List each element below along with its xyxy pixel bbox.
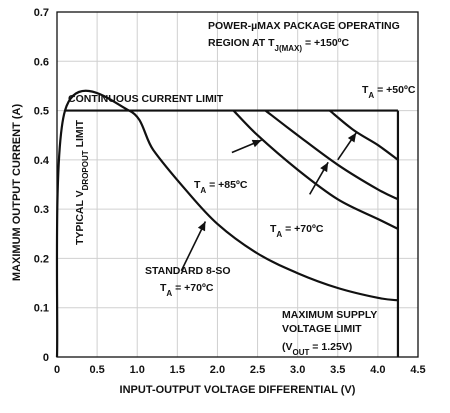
- arrow-head: [251, 139, 262, 148]
- x-tick-label: 2.5: [250, 364, 265, 376]
- annotation-sup3: (VOUT = 1.25V): [282, 341, 352, 357]
- y-axis-label: MAXIMUM OUTPUT CURRENT (A): [11, 104, 23, 282]
- annotation-ta70: TA = +70ºC: [270, 223, 324, 239]
- x-tick-label: 2.0: [210, 364, 225, 376]
- y-tick-label: 0.1: [34, 303, 49, 315]
- x-tick-label: 4.0: [370, 364, 385, 376]
- annotation-pkg1: POWER-µMAX PACKAGE OPERATING: [208, 20, 400, 32]
- x-axis-label: INPUT-OUTPUT VOLTAGE DIFFERENTIAL (V): [120, 384, 356, 396]
- series-line: [232, 109, 399, 230]
- y-tick-label: 0.2: [34, 253, 49, 265]
- series-line: [329, 109, 399, 161]
- plot-frame: [56, 11, 419, 358]
- x-tick-label: 1.0: [130, 364, 145, 376]
- annotation-arrows: [180, 132, 357, 272]
- arrow-head: [347, 132, 357, 143]
- annotation-pkg2: REGION AT TJ(MAX) = +150ºC: [208, 37, 350, 53]
- y-tick-label: 0.3: [34, 204, 49, 216]
- x-tick-label: 4.5: [410, 364, 425, 376]
- annotation-sup2: VOLTAGE LIMIT: [282, 323, 362, 335]
- x-tick-label: 0: [54, 364, 60, 376]
- y-tick-label: 0.4: [34, 155, 50, 167]
- x-tick-label: 3.0: [290, 364, 305, 376]
- x-tick-label: 0.5: [89, 364, 104, 376]
- annotation-arrow: [180, 221, 207, 272]
- annotation-sup1: MAXIMUM SUPPLY: [282, 309, 377, 321]
- y-tick-label: 0: [43, 352, 49, 364]
- x-tick-label: 1.5: [170, 364, 185, 376]
- arrow-head: [320, 162, 329, 173]
- annotation-ta85: TA = +85ºC: [194, 179, 248, 195]
- annotations: POWER-µMAX PACKAGE OPERATING REGION AT TJ…: [68, 20, 416, 357]
- series-line: [264, 109, 399, 201]
- annotation-cont: CONTINUOUS CURRENT LIMIT: [68, 93, 224, 105]
- y-tick-label: 0.7: [34, 7, 49, 19]
- x-tick-label: 3.5: [330, 364, 345, 376]
- y-tick-label: 0.6: [34, 56, 49, 68]
- y-tick-labels: 0 0.1 0.2 0.3 0.4 0.5 0.6 0.7: [34, 7, 50, 364]
- annotation-std1: STANDARD 8-SO: [145, 265, 231, 277]
- curves: [55, 89, 400, 358]
- annotation-ta50: TA = +50ºC: [362, 84, 416, 100]
- annotation-drop: TYPICAL VDROPOUT LIMIT: [74, 119, 90, 245]
- annotation-std2: TA = +70ºC: [160, 282, 214, 298]
- y-tick-label: 0.5: [34, 106, 49, 118]
- arrow-head: [197, 221, 206, 232]
- x-tick-labels: 0 0.5 1.0 1.5 2.0 2.5 3.0 3.5 4.0 4.5: [54, 364, 426, 376]
